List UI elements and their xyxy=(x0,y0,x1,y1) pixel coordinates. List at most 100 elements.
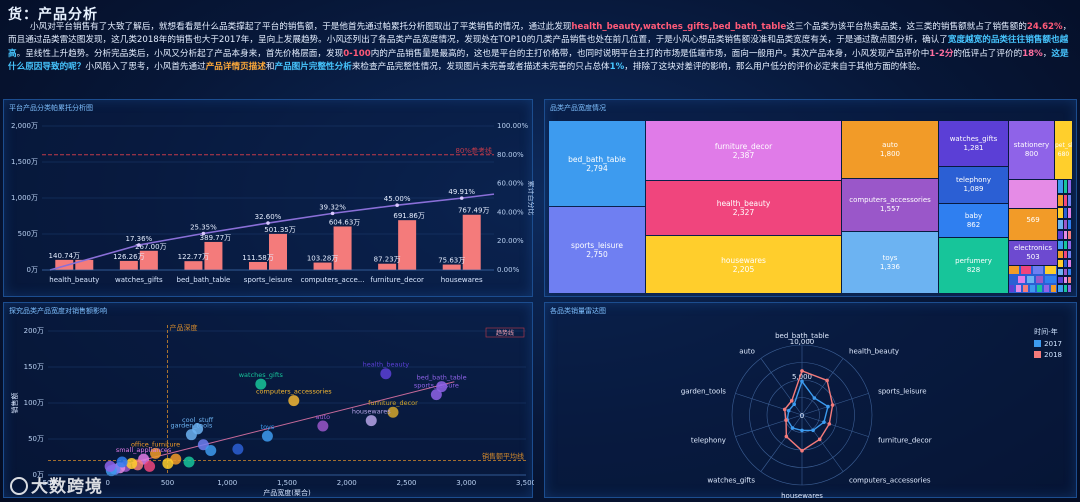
treemap-small-cell[interactable] xyxy=(1068,195,1071,206)
scatter-point xyxy=(183,456,195,468)
treemap-small-cell[interactable] xyxy=(1009,276,1016,283)
treemap-small-cell[interactable] xyxy=(1064,231,1067,239)
treemap-small-cell[interactable] xyxy=(1021,266,1031,274)
treemap-small-cell[interactable] xyxy=(1068,231,1071,239)
treemap-small-cell[interactable] xyxy=(1064,251,1067,258)
treemap-small-cell[interactable] xyxy=(1045,276,1056,283)
treemap-small-cell[interactable] xyxy=(1064,195,1067,206)
treemap-small-cell[interactable] xyxy=(1064,277,1067,283)
treemap-cell[interactable] xyxy=(1009,180,1057,208)
treemap-small-cell[interactable] xyxy=(1058,180,1063,193)
treemap-small-cell[interactable] xyxy=(1045,266,1056,274)
treemap-small-cell[interactable] xyxy=(1058,208,1063,218)
treemap-cell[interactable]: furniture_decor 2,387 xyxy=(646,121,841,180)
treemap-small-cell[interactable] xyxy=(1068,260,1071,267)
treemap-cell[interactable]: auto 1,800 xyxy=(842,121,938,178)
treemap-small-cell[interactable] xyxy=(1018,276,1025,283)
treemap-small-cell[interactable] xyxy=(1030,285,1035,292)
treemap-cell[interactable]: toys 1,336 xyxy=(842,232,938,293)
treemap-small-cell[interactable] xyxy=(1064,269,1067,275)
treemap-small-cell[interactable] xyxy=(1058,260,1063,267)
treemap-small-cell[interactable] xyxy=(1058,277,1063,283)
treemap-small-cell[interactable] xyxy=(1044,285,1049,292)
treemap-small-cell[interactable] xyxy=(1036,276,1043,283)
treemap-small-cell[interactable] xyxy=(1064,241,1067,249)
treemap-cell[interactable]: telephony 1,089 xyxy=(939,167,1008,203)
radar-axis-label: sports_leisure xyxy=(878,387,926,395)
page-title: 货：产品分析 xyxy=(8,7,98,23)
scatter-point xyxy=(317,420,329,432)
treemap-small-cell[interactable] xyxy=(1037,285,1042,292)
treemap-small-cell[interactable] xyxy=(1058,195,1063,206)
treemap-small-cell[interactable] xyxy=(1068,208,1071,218)
treemap-chart[interactable]: bed_bath_table 2,794 sports_leisure 2,750 fu… xyxy=(549,121,1072,293)
treemap-cell[interactable]: health_beauty 2,327 xyxy=(646,181,841,235)
treemap-small-cell[interactable] xyxy=(1068,251,1071,258)
treemap-value: 1,281 xyxy=(963,143,984,152)
radar-legend[interactable]: 时间-年 2017 2018 xyxy=(1034,327,1062,362)
panel-title: 平台产品分类帕累托分析图 xyxy=(9,104,93,112)
intro-segment: 1% xyxy=(609,62,625,73)
panel-title: 各品类销量雷达图 xyxy=(550,307,606,315)
treemap-small-cell[interactable] xyxy=(1016,285,1021,292)
treemap-small-cell[interactable] xyxy=(1023,285,1028,292)
x-tick-label: 1,500 xyxy=(277,479,297,487)
radar-point xyxy=(826,404,830,409)
legend-item[interactable]: 2017 xyxy=(1034,340,1062,348)
treemap-small-cell[interactable] xyxy=(1064,285,1067,292)
treemap-cell[interactable]: 569 xyxy=(1009,209,1057,240)
radar-point xyxy=(800,428,804,433)
y-tick-label: 100万 xyxy=(24,399,44,407)
treemap-small-cell[interactable] xyxy=(1068,180,1071,193)
treemap-small-cell[interactable] xyxy=(1009,266,1019,274)
x-tick-label: -500 xyxy=(40,479,56,487)
treemap-small-cell[interactable] xyxy=(1058,251,1063,258)
treemap-cell[interactable]: baby 862 xyxy=(939,204,1008,237)
treemap-small-cell[interactable] xyxy=(1064,260,1067,267)
treemap-cell[interactable]: sports_leisure 2,750 xyxy=(549,207,645,293)
treemap-small-cell[interactable] xyxy=(1064,180,1067,193)
legend-swatch xyxy=(1034,351,1042,358)
scatter-chart[interactable]: 0万 50万 100万 150万 200万 -500 0 500 1,000 1,500 2,000… xyxy=(4,303,536,499)
data-label: 126.26万 xyxy=(113,253,145,261)
radar-spoke xyxy=(801,393,869,416)
legend-item[interactable]: 2018 xyxy=(1034,351,1062,359)
treemap-small-cell[interactable] xyxy=(1033,266,1043,274)
intro-segment: health_beauty,watches_gifts,bed_bath_tab… xyxy=(571,22,787,32)
pareto-chart[interactable]: 0万 500万 1,000万 1,500万 2,000万 0.00% 20.00% 40.00… xyxy=(4,100,536,298)
radar-chart[interactable]: bed_bath_table health_beauty sports_leisur… xyxy=(545,303,1078,500)
treemap-small-cell[interactable] xyxy=(1058,231,1063,239)
treemap-small-cell[interactable] xyxy=(1058,241,1063,249)
treemap-small-cell[interactable] xyxy=(1009,285,1014,292)
treemap-value: 1,089 xyxy=(963,185,984,193)
radar-axis-label: auto xyxy=(739,347,755,355)
treemap-cell[interactable]: pet_shop 680 xyxy=(1055,121,1072,179)
treemap-cell[interactable]: bed_bath_table 2,794 xyxy=(549,121,645,206)
treemap-small-cell[interactable] xyxy=(1064,220,1067,229)
x-tick-label: furniture_decor xyxy=(370,276,424,284)
treemap-cell[interactable]: perfumery 828 xyxy=(939,238,1008,293)
radar-point xyxy=(784,418,788,422)
intro-segment: 0-100 xyxy=(343,48,371,59)
treemap-small-cell[interactable] xyxy=(1068,220,1071,229)
treemap-small-cell[interactable] xyxy=(1068,277,1071,283)
logo-text: 大数跨境 xyxy=(31,477,103,497)
treemap-small-cell[interactable] xyxy=(1064,208,1067,218)
treemap-cell[interactable]: housewares 2,205 xyxy=(646,236,841,293)
scatter-point xyxy=(365,415,377,427)
treemap-cell[interactable]: watches_gifts 1,281 xyxy=(939,121,1008,166)
treemap-cell[interactable]: computers_accessories 1,557 xyxy=(842,179,938,231)
treemap-small-cell[interactable] xyxy=(1058,269,1063,275)
scatter-point xyxy=(430,389,442,401)
treemap-small-cell[interactable] xyxy=(1058,285,1063,292)
treemap-small-cell[interactable] xyxy=(1068,285,1071,292)
treemap-cell[interactable]: electronics 503 xyxy=(1009,241,1057,265)
treemap-small-cell[interactable] xyxy=(1068,241,1071,249)
radar-spoke xyxy=(801,358,844,416)
y-tick-label: 0万 xyxy=(33,471,44,479)
treemap-small-cell[interactable] xyxy=(1068,269,1071,275)
treemap-small-cell[interactable] xyxy=(1058,220,1063,229)
treemap-cell[interactable]: stationery 800 xyxy=(1009,121,1054,179)
treemap-small-cell[interactable] xyxy=(1051,285,1056,292)
treemap-small-cell[interactable] xyxy=(1027,276,1034,283)
